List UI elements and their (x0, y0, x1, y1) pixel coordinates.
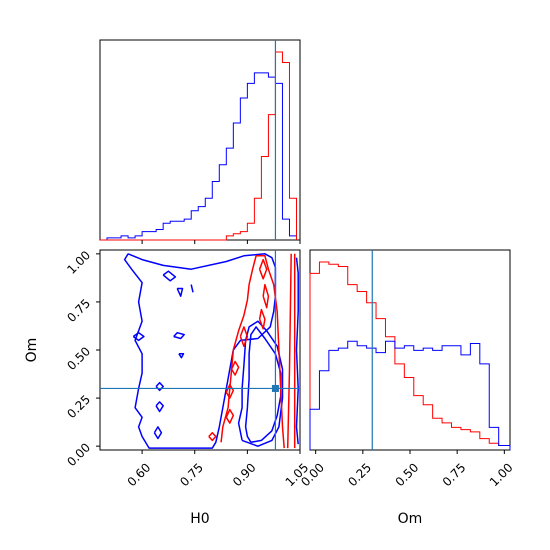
om-hist-series-0 (309, 261, 511, 450)
x-axis-label-om: Om (398, 511, 423, 527)
contour-island-23 (208, 431, 217, 442)
truth-lines (100, 40, 373, 450)
contour-island-18 (258, 308, 266, 330)
contour-inner-1 (244, 326, 282, 444)
h0-tick-label-1: 0.75 (177, 460, 206, 489)
contour-island-7 (173, 331, 185, 340)
om-y-tick-label-0: 0.00 (64, 440, 93, 469)
h0-hist-series-0 (100, 72, 297, 241)
contour-island-20 (230, 360, 240, 376)
contour-island-9 (155, 381, 164, 392)
contour-island-5 (162, 270, 177, 282)
contour-island-17 (262, 283, 270, 309)
contour-island-4 (132, 331, 145, 342)
contour-island-8 (178, 353, 185, 359)
contour-island-21 (225, 383, 235, 399)
h0-hist-series-1 (100, 51, 297, 241)
joint-frame (99, 249, 301, 451)
h0-tick-label-2: 0.90 (230, 460, 259, 489)
h0-marginal-frame (99, 39, 301, 241)
x-axis-label-h0: H0 (190, 511, 209, 527)
truth-marker (271, 384, 279, 392)
om-y-tick-label-2: 0.50 (64, 344, 93, 373)
contour-island-22 (225, 408, 235, 424)
om-y-tick-label-4: 1.00 (64, 248, 93, 277)
contour-group (123, 253, 299, 449)
contour-island-19 (239, 326, 249, 347)
contour-island-6 (176, 287, 184, 297)
om-x-tick-label-2: 0.50 (393, 460, 422, 489)
axis-ticks (96, 240, 505, 454)
contour-island-16 (258, 258, 268, 280)
contour-island-12 (190, 284, 194, 293)
om-x-tick-label-3: 0.75 (440, 460, 469, 489)
contour-island-11 (153, 426, 163, 440)
om-x-tick-label-1: 0.25 (345, 460, 374, 489)
h0-om-contours (123, 253, 299, 449)
om-y-tick-label-3: 0.75 (64, 296, 93, 325)
om-hist-series-1 (309, 340, 511, 450)
contour-island-3 (295, 257, 299, 445)
h0-histogram (100, 51, 297, 241)
om-x-tick-label-4: 1.00 (487, 460, 516, 489)
contour-island-10 (155, 401, 164, 413)
om-y-tick-label-1: 0.25 (64, 392, 93, 421)
om-histogram (309, 261, 511, 450)
contour-band-15 (286, 253, 292, 449)
y-axis-label-om: Om (24, 338, 40, 363)
contour-outer-0 (123, 253, 277, 449)
h0-tick-label-0: 0.60 (125, 460, 154, 489)
